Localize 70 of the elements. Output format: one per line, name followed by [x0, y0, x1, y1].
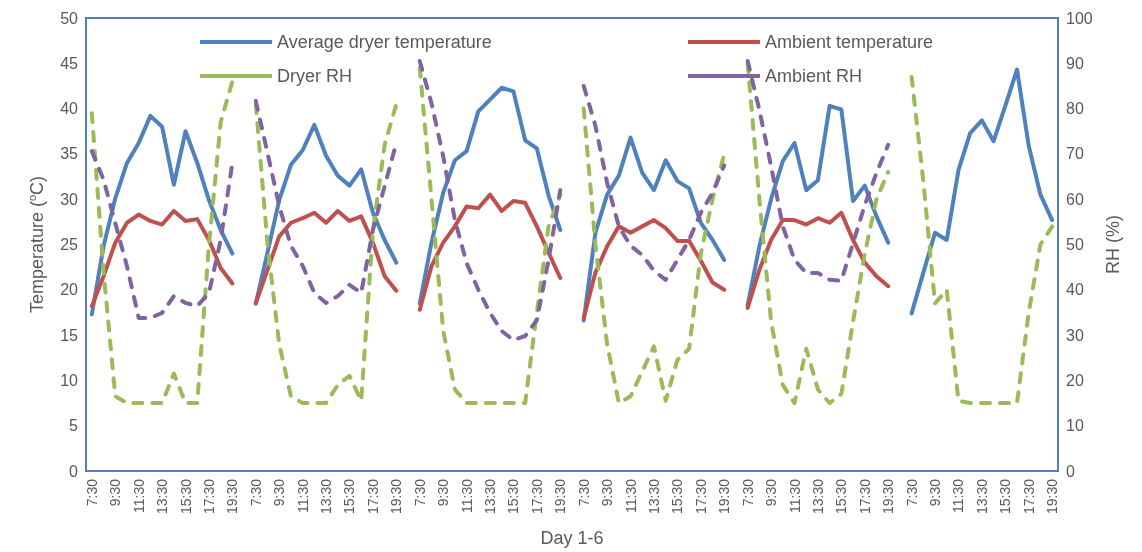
- x-tick-label: 13:30: [482, 478, 499, 515]
- x-tick-label: 13:30: [645, 478, 662, 515]
- legend-label: Ambient RH: [765, 66, 863, 86]
- y-tick-label: 10: [60, 371, 79, 389]
- x-tick-label: 17:30: [1020, 478, 1037, 515]
- legend-label: Ambient temperature: [765, 32, 934, 52]
- y2-tick-label: 30: [1066, 326, 1084, 344]
- y-tick-label: 35: [60, 145, 79, 163]
- x-tick-label: 9:30: [927, 478, 944, 507]
- x-tick-label: 7:30: [575, 478, 592, 507]
- y-tick-label: 5: [69, 417, 79, 435]
- x-tick-label: 17:30: [692, 478, 709, 515]
- x-tick-label: 11:30: [294, 478, 311, 513]
- x-tick-label: 15:30: [833, 478, 850, 515]
- y-tick-label: 0: [69, 462, 79, 480]
- x-tick-label: 13:30: [809, 478, 826, 515]
- x-tick-label: 11:30: [622, 478, 639, 513]
- y2-tick-label: 50: [1066, 236, 1084, 253]
- y2-tick-label: 90: [1066, 54, 1084, 72]
- x-tick-label: 7:30: [411, 478, 428, 507]
- x-tick-label: 19:30: [224, 478, 241, 515]
- x-tick-label: 17:30: [200, 478, 217, 515]
- y2-tick-label: 10: [1066, 417, 1084, 435]
- x-tick-label: 9:30: [599, 478, 616, 507]
- x-tick-label: 13:30: [973, 478, 990, 515]
- y2-tick-label: 40: [1066, 281, 1084, 299]
- y2-tick-label: 100: [1066, 9, 1093, 27]
- x-tick-label: 19:30: [388, 478, 405, 515]
- x-tick-label: 9:30: [435, 478, 452, 507]
- legend-label: Average dryer temperature: [277, 32, 492, 52]
- x-tick-label: 17:30: [364, 478, 381, 515]
- x-tick-label: 9:30: [271, 478, 288, 507]
- x-tick-label: 11:30: [950, 478, 967, 513]
- x-tick-label: 19:30: [1044, 478, 1061, 515]
- x-tick-label: 9:30: [107, 478, 124, 507]
- y2-tick-label: 20: [1066, 371, 1084, 389]
- x-tick-label: 15:30: [341, 478, 358, 515]
- y2-tick-label: 60: [1066, 190, 1084, 208]
- x-tick-label: 7:30: [739, 478, 756, 507]
- x-tick-label: 15:30: [177, 478, 194, 515]
- x-tick-label: 7:30: [903, 478, 920, 507]
- x-tick-label: 17:30: [856, 478, 873, 515]
- y2-tick-label: 0: [1066, 462, 1075, 480]
- y-tick-label: 50: [60, 9, 79, 27]
- y2-tick-label: 70: [1066, 145, 1084, 163]
- x-tick-label: 13:30: [318, 478, 335, 515]
- x-tick-label: 9:30: [763, 478, 780, 507]
- x-tick-label: 7:30: [247, 478, 264, 507]
- x-tick-label: 17:30: [528, 478, 545, 515]
- x-tick-label: 19:30: [880, 478, 897, 515]
- x-tick-label: 11:30: [130, 478, 147, 513]
- y-tick-label: 45: [60, 54, 79, 72]
- x-tick-label: 15:30: [669, 478, 686, 515]
- y-tick-label: 40: [60, 100, 79, 118]
- x-tick-label: 15:30: [505, 478, 522, 515]
- y2-tick-label: 80: [1066, 100, 1084, 118]
- x-tick-label: 19:30: [716, 478, 733, 515]
- x-tick-label: 15:30: [997, 478, 1014, 515]
- y-tick-label: 15: [60, 326, 79, 344]
- x-tick-label: 19:30: [552, 478, 569, 515]
- x-tick-label: 7:30: [83, 478, 100, 507]
- y2-axis-title: RH (%): [1102, 215, 1123, 274]
- x-tick-label: 13:30: [154, 478, 171, 515]
- x-tick-label: 11:30: [786, 478, 803, 513]
- legend-label: Dryer RH: [277, 66, 352, 86]
- y-tick-label: 20: [60, 281, 79, 299]
- y-tick-label: 30: [60, 190, 79, 208]
- y-tick-label: 25: [60, 236, 79, 253]
- x-axis-title: Day 1-6: [540, 528, 604, 548]
- x-tick-label: 11:30: [458, 478, 475, 513]
